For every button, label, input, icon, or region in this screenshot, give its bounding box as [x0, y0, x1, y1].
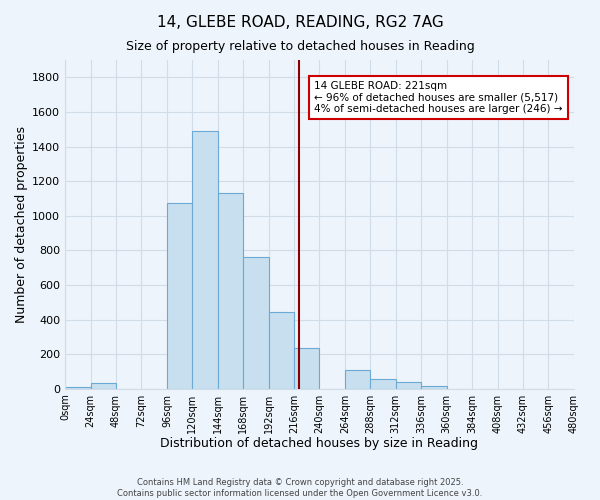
Text: 14, GLEBE ROAD, READING, RG2 7AG: 14, GLEBE ROAD, READING, RG2 7AG [157, 15, 443, 30]
Bar [65, 387, 91, 388]
Bar [370, 379, 396, 388]
Text: Contains HM Land Registry data © Crown copyright and database right 2025.
Contai: Contains HM Land Registry data © Crown c… [118, 478, 482, 498]
Bar [345, 370, 370, 388]
Bar [167, 202, 193, 388]
Bar [421, 386, 446, 388]
Bar [193, 131, 218, 388]
Text: Size of property relative to detached houses in Reading: Size of property relative to detached ho… [125, 40, 475, 53]
Bar [243, 257, 269, 388]
Bar [396, 382, 421, 388]
Text: 14 GLEBE ROAD: 221sqm
← 96% of detached houses are smaller (5,517)
4% of semi-de: 14 GLEBE ROAD: 221sqm ← 96% of detached … [314, 81, 563, 114]
Bar [91, 382, 116, 388]
X-axis label: Distribution of detached houses by size in Reading: Distribution of detached houses by size … [160, 437, 478, 450]
Bar [294, 348, 319, 389]
Bar [218, 193, 243, 388]
Y-axis label: Number of detached properties: Number of detached properties [15, 126, 28, 323]
Bar [269, 312, 294, 388]
